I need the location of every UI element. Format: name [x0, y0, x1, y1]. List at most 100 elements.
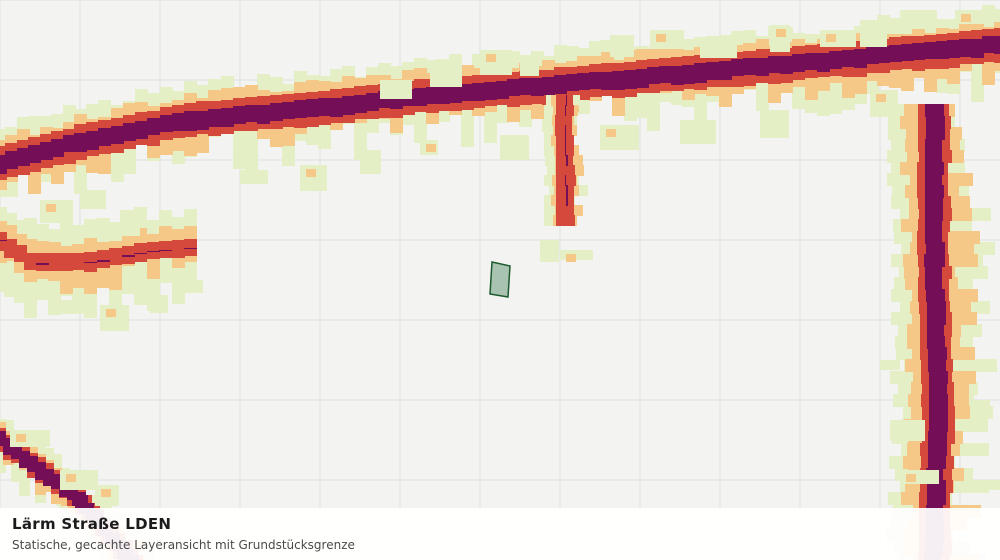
- noise-cell-class-4: [17, 148, 30, 166]
- noise-cell-class-3: [134, 243, 147, 261]
- noise-cell-class-1: [890, 420, 925, 441]
- noise-cell-class-4: [925, 196, 943, 209]
- noise-cell-class-4: [566, 185, 568, 196]
- noise-cell-class-4: [624, 70, 637, 89]
- noise-cell-class-4: [565, 145, 566, 156]
- noise-cell-class-2: [776, 29, 786, 37]
- noise-cell-class-4: [306, 99, 319, 117]
- noise-cell-class-1: [480, 50, 512, 75]
- noise-cell-class-4: [531, 78, 544, 96]
- noise-cell-class-1: [520, 55, 539, 76]
- noise-cell-class-4: [245, 105, 258, 122]
- noise-cell-class-3: [556, 195, 574, 206]
- noise-cell-class-4: [612, 71, 625, 90]
- noise-cell-class-4: [542, 77, 555, 95]
- layer-subtitle: Statische, gecachte Layeransicht mit Gru…: [12, 538, 355, 552]
- noise-cell-class-4: [842, 50, 855, 67]
- noise-cell-class-4: [636, 69, 649, 88]
- noise-cell-class-4: [928, 359, 946, 372]
- noise-cell-class-3: [556, 185, 574, 196]
- noise-cell-class-1: [955, 10, 994, 24]
- parcel-boundary[interactable]: [489, 261, 511, 298]
- noise-cell-class-4: [925, 208, 943, 221]
- noise-cell-class-4: [63, 135, 76, 152]
- noise-cell-class-3: [556, 155, 573, 166]
- noise-cell-class-3: [555, 125, 572, 136]
- noise-cell-class-4: [926, 127, 945, 140]
- noise-cell-class-4: [36, 263, 49, 265]
- noise-cell-class-4: [147, 118, 160, 135]
- noise-cell-class-4: [927, 301, 946, 314]
- noise-cell-class-3: [97, 250, 110, 268]
- noise-cell-class-4: [496, 81, 509, 99]
- noise-cell-class-4: [208, 109, 221, 127]
- noise-cell-class-4: [270, 103, 283, 121]
- noise-cell-class-4: [829, 51, 842, 69]
- noise-cell-class-4: [43, 469, 54, 486]
- noise-cell-class-4: [122, 255, 135, 257]
- noise-cell-class-4: [928, 347, 947, 360]
- noise-cell-class-1: [540, 240, 559, 262]
- noise-cell-class-4: [936, 41, 949, 59]
- noise-cell-class-2: [656, 34, 666, 42]
- noise-cell-class-4: [925, 231, 942, 244]
- noise-cell-class-4: [866, 47, 879, 64]
- noise-cell-class-3: [72, 253, 85, 270]
- noise-cell-class-4: [160, 115, 173, 132]
- noise-cell-class-1: [970, 400, 990, 414]
- noise-cell-class-4: [926, 289, 945, 302]
- noise-cell-class-4: [5, 151, 18, 169]
- noise-cell-class-1: [880, 360, 900, 370]
- noise-cell-class-4: [929, 394, 948, 407]
- noise-cell-class-4: [565, 135, 566, 146]
- noise-cell-class-4: [449, 85, 462, 103]
- noise-cell-class-4: [780, 56, 793, 74]
- noise-cell-class-4: [184, 248, 197, 249]
- noise-cell-class-3: [109, 248, 122, 265]
- noise-cell-class-4: [40, 142, 53, 160]
- noise-cell-class-1: [500, 135, 529, 160]
- noise-cell-class-2: [486, 54, 496, 62]
- noise-cell-class-4: [926, 242, 945, 255]
- noise-cell-class-3: [60, 253, 73, 271]
- noise-cell-class-4: [926, 116, 945, 129]
- noise-cell-class-4: [172, 113, 185, 131]
- noise-cell-class-4: [928, 443, 947, 456]
- noise-cell-class-2: [606, 129, 616, 137]
- noise-cell-class-4: [929, 406, 948, 419]
- noise-cell-class-4: [426, 87, 439, 104]
- noise-cell-class-3: [159, 241, 172, 258]
- noise-cell-class-4: [928, 431, 947, 444]
- noise-cell-class-1: [180, 280, 203, 293]
- noise-cell-class-4: [221, 108, 234, 127]
- noise-cell-class-1: [240, 170, 268, 184]
- noise-cell-class-4: [731, 59, 744, 76]
- noise-cell-class-4: [35, 462, 46, 479]
- noise-cell-class-1: [60, 470, 98, 490]
- noise-cell-class-4: [982, 36, 995, 53]
- noise-cell-class-2: [566, 254, 576, 262]
- noise-cell-class-4: [0, 155, 7, 174]
- noise-cell-class-3: [556, 165, 575, 176]
- noise-cell-class-4: [86, 131, 99, 150]
- noise-cell-class-2: [426, 144, 436, 152]
- noise-cell-class-4: [927, 336, 945, 349]
- noise-cell-class-4: [294, 100, 307, 117]
- noise-cell-class-4: [925, 150, 942, 163]
- noise-cell-class-4: [925, 173, 942, 186]
- noise-cell-class-3: [0, 232, 7, 251]
- noise-cell-class-3: [48, 253, 61, 271]
- noise-cell-class-4: [805, 53, 818, 70]
- noise-cell-class-2: [101, 489, 111, 497]
- noise-cell-class-4: [135, 121, 148, 139]
- noise-cell-class-4: [924, 42, 937, 59]
- noise-cell-class-4: [566, 155, 568, 166]
- noise-cell-class-1: [560, 250, 593, 260]
- noise-cell-class-4: [929, 419, 948, 432]
- noise-cell-class-1: [680, 120, 716, 144]
- noise-cell-class-4: [566, 195, 568, 206]
- noise-cell-class-2: [306, 169, 316, 177]
- noise-cell-class-4: [414, 88, 427, 105]
- noise-cell-class-2: [906, 474, 916, 482]
